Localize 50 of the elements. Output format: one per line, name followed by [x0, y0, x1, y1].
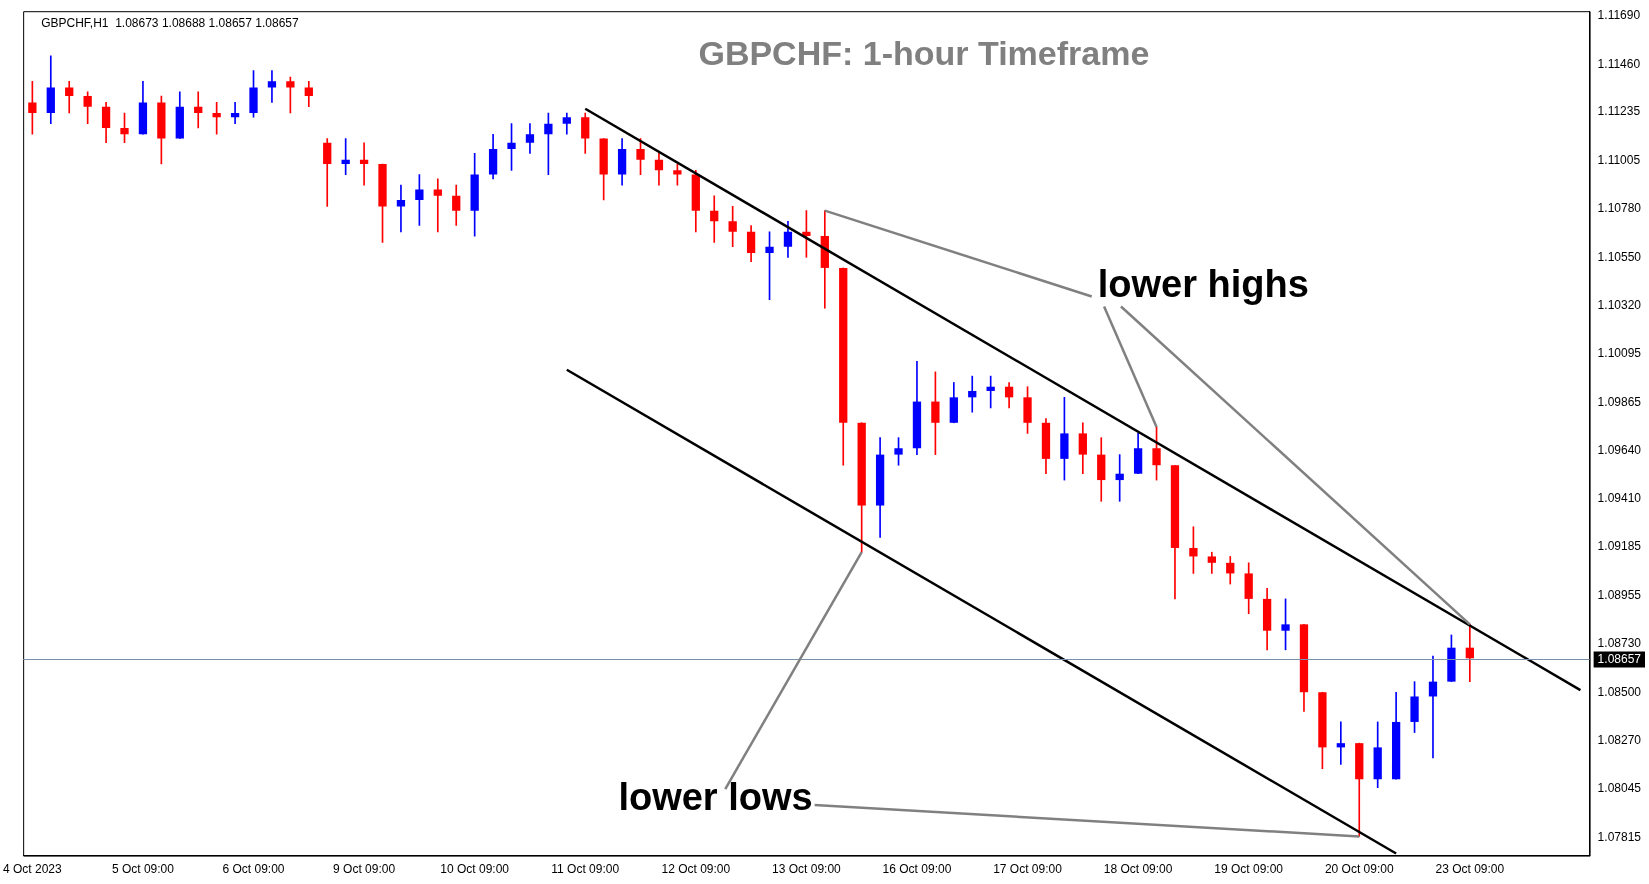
- y-tick-label: 1.08500: [1597, 684, 1642, 699]
- candlestick: [1428, 655, 1438, 759]
- y-tick-label: 1.09185: [1597, 539, 1642, 554]
- candlestick: [986, 375, 995, 409]
- x-tick-label: 11 Oct 09:00: [551, 862, 620, 877]
- x-tick-label: 13 Oct 09:00: [772, 862, 842, 877]
- y-tick-label: 1.07815: [1597, 829, 1642, 844]
- annotation: GBPCHF,H1 1.08673 1.08688 1.08657 1.08657: [41, 15, 299, 30]
- candlestick: [1336, 721, 1345, 765]
- candlestick: [433, 178, 442, 233]
- annotation: lower highs: [1097, 262, 1309, 305]
- x-tick-label: 23 Oct 09:00: [1435, 862, 1505, 877]
- y-tick-label: 1.11235: [1597, 104, 1641, 119]
- x-tick-label: 10 Oct 09:00: [440, 862, 510, 877]
- y-tick-label: 1.09640: [1597, 442, 1642, 457]
- y-tick-label: 1.09865: [1597, 394, 1642, 409]
- y-tick-label: 1.10780: [1597, 200, 1642, 215]
- y-tick-label: 1.08730: [1597, 635, 1642, 650]
- x-tick-label: 4 Oct 2023: [3, 862, 63, 877]
- x-tick-label: 18 Oct 09:00: [1103, 862, 1173, 877]
- candlestick: [230, 102, 240, 124]
- x-tick-label: 19 Oct 09:00: [1214, 862, 1284, 877]
- y-tick-label: 1.08045: [1597, 781, 1642, 796]
- y-tick-label: 1.11460: [1597, 56, 1641, 71]
- y-tick-label: 1.10550: [1597, 249, 1642, 264]
- y-tick-label: 1.08270: [1597, 733, 1642, 748]
- x-tick-label: 20 Oct 09:00: [1324, 862, 1394, 877]
- ref-line-label: 1.08657: [1597, 651, 1642, 666]
- candlestick: [359, 142, 369, 186]
- y-tick-label: 1.09410: [1597, 491, 1642, 506]
- y-tick-label: 1.11690: [1597, 7, 1641, 22]
- candlestick: [968, 375, 977, 413]
- text: GBPCHF: 1-hour Timeframe: [698, 33, 1150, 72]
- x-tick-label: 9 Oct 09:00: [333, 862, 396, 877]
- y-tick-label: 1.10095: [1597, 346, 1642, 361]
- annotation: lower lows: [618, 775, 813, 818]
- x-tick-label: 17 Oct 09:00: [993, 862, 1063, 877]
- y-tick-label: 1.10320: [1597, 298, 1642, 313]
- y-tick-label: 1.08955: [1597, 588, 1642, 603]
- x-tick-label: 5 Oct 09:00: [111, 862, 175, 877]
- candlestick: [194, 91, 203, 129]
- candlestick: [1465, 624, 1474, 682]
- candlestick: [396, 184, 406, 233]
- candlestick: [267, 70, 277, 103]
- x-tick-label: 16 Oct 09:00: [882, 862, 952, 877]
- candlestick: [710, 195, 719, 243]
- y-tick-label: 1.11005: [1597, 153, 1641, 168]
- candlestick: [1115, 454, 1124, 502]
- x-tick-label: 12 Oct 09:00: [661, 862, 731, 877]
- x-tick-label: 6 Oct 09:00: [222, 862, 285, 877]
